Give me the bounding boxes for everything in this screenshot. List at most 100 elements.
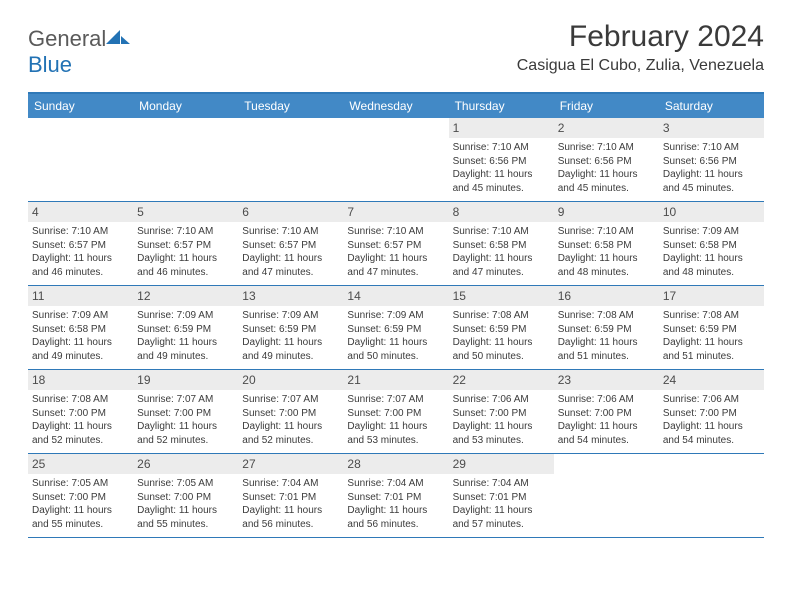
logo-swash-icon (106, 26, 130, 52)
day-details: Sunrise: 7:04 AMSunset: 7:01 PMDaylight:… (242, 477, 339, 531)
day-cell: 22Sunrise: 7:06 AMSunset: 7:00 PMDayligh… (449, 370, 554, 453)
sunrise-line: Sunrise: 7:09 AM (137, 309, 234, 323)
day-number: 20 (238, 370, 343, 390)
sunset-line: Sunset: 7:00 PM (558, 407, 655, 421)
week-row: 11Sunrise: 7:09 AMSunset: 6:58 PMDayligh… (28, 286, 764, 370)
day-number: 21 (343, 370, 448, 390)
sunset-line: Sunset: 6:59 PM (137, 323, 234, 337)
day-cell: 2Sunrise: 7:10 AMSunset: 6:56 PMDaylight… (554, 118, 659, 201)
day-cell: 12 Sunrise: 7:09 AMSunset: 6:59 PMDayligh… (133, 286, 238, 369)
week-row: 25Sunrise: 7:05 AMSunset: 7:00 PMDayligh… (28, 454, 764, 538)
weekday-header: Sunday (28, 94, 133, 118)
day-details: Sunrise: 7:04 AMSunset: 7:01 PMDaylight:… (453, 477, 550, 531)
daylight-line: Daylight: 11 hours and 53 minutes. (347, 420, 444, 447)
day-number: 15 (449, 286, 554, 306)
sunset-line: Sunset: 6:59 PM (242, 323, 339, 337)
week-row: 4Sunrise: 7:10 AMSunset: 6:57 PMDaylight… (28, 202, 764, 286)
daylight-line: Daylight: 11 hours and 47 minutes. (347, 252, 444, 279)
sunset-line: Sunset: 6:59 PM (347, 323, 444, 337)
weekday-header: Thursday (449, 94, 554, 118)
day-cell (238, 118, 343, 201)
daylight-line: Daylight: 11 hours and 52 minutes. (242, 420, 339, 447)
sunrise-line: Sunrise: 7:04 AM (453, 477, 550, 491)
location-label: Casigua El Cubo, Zulia, Venezuela (517, 57, 764, 75)
day-number: 4 (28, 202, 133, 222)
day-cell: 21Sunrise: 7:07 AMSunset: 7:00 PMDayligh… (343, 370, 448, 453)
day-cell: 20 Sunrise: 7:07 AMSunset: 7:00 PMDayligh… (238, 370, 343, 453)
sunrise-line: Sunrise: 7:09 AM (347, 309, 444, 323)
title-block: February 2024 Casigua El Cubo, Zulia, Ve… (517, 20, 764, 75)
day-cell (659, 454, 764, 537)
sunset-line: Sunset: 6:58 PM (558, 239, 655, 253)
day-cell: 24Sunrise: 7:06 AMSunset: 7:00 PMDayligh… (659, 370, 764, 453)
sunset-line: Sunset: 6:59 PM (558, 323, 655, 337)
daylight-line: Daylight: 11 hours and 46 minutes. (137, 252, 234, 279)
daylight-line: Daylight: 11 hours and 45 minutes. (663, 168, 760, 195)
sunrise-line: Sunrise: 7:10 AM (558, 225, 655, 239)
day-number: 14 (343, 286, 448, 306)
day-details: Sunrise: 7:08 AMSunset: 6:59 PMDaylight:… (663, 309, 760, 363)
day-number: 11 (28, 286, 133, 306)
day-cell: 25Sunrise: 7:05 AMSunset: 7:00 PMDayligh… (28, 454, 133, 537)
calendar-grid: Sunday Monday Tuesday Wednesday Thursday… (28, 92, 764, 538)
daylight-line: Daylight: 11 hours and 47 minutes. (453, 252, 550, 279)
sunrise-line: Sunrise: 7:07 AM (137, 393, 234, 407)
daylight-line: Daylight: 11 hours and 57 minutes. (453, 504, 550, 531)
day-cell: 14 Sunrise: 7:09 AMSunset: 6:59 PMDayligh… (343, 286, 448, 369)
weeks-container: 1 Sunrise: 7:10 AM Sunset: 6:56 PM Daylight… (28, 118, 764, 538)
day-number: 5 (133, 202, 238, 222)
weekday-header: Tuesday (238, 94, 343, 118)
daylight-line: Daylight: 11 hours and 47 minutes. (242, 252, 339, 279)
header: GeneralBlue February 2024 Casigua El Cub… (28, 20, 764, 78)
daylight-line: Daylight: 11 hours and 52 minutes. (32, 420, 129, 447)
calendar-page: GeneralBlue February 2024 Casigua El Cub… (0, 0, 792, 558)
daylight-line: Daylight: 11 hours and 50 minutes. (347, 336, 444, 363)
day-details: Sunrise: 7:10 AMSunset: 6:57 PMDaylight:… (137, 225, 234, 279)
brand-logo: GeneralBlue (28, 20, 130, 78)
day-cell: 23Sunrise: 7:06 AMSunset: 7:00 PMDayligh… (554, 370, 659, 453)
day-cell: 15 Sunrise: 7:08 AMSunset: 6:59 PMDayligh… (449, 286, 554, 369)
daylight-line: Daylight: 11 hours and 49 minutes. (137, 336, 234, 363)
sunrise-line: Sunrise: 7:10 AM (453, 225, 550, 239)
day-cell: 28Sunrise: 7:04 AMSunset: 7:01 PMDayligh… (343, 454, 448, 537)
sunrise-line: Sunrise: 7:07 AM (347, 393, 444, 407)
sunrise-line: Sunrise: 7:07 AM (242, 393, 339, 407)
sunrise-line: Sunrise: 7:06 AM (558, 393, 655, 407)
day-number: 22 (449, 370, 554, 390)
day-details: Sunrise: 7:05 AMSunset: 7:00 PMDaylight:… (137, 477, 234, 531)
day-details: Sunrise: 7:04 AMSunset: 7:01 PMDaylight:… (347, 477, 444, 531)
daylight-line: Daylight: 11 hours and 55 minutes. (32, 504, 129, 531)
day-cell (28, 118, 133, 201)
logo-text: GeneralBlue (28, 26, 130, 78)
day-cell: 17 Sunrise: 7:08 AMSunset: 6:59 PMDayligh… (659, 286, 764, 369)
day-details: Sunrise: 7:07 AMSunset: 7:00 PMDaylight:… (137, 393, 234, 447)
sunset-line: Sunset: 6:59 PM (453, 323, 550, 337)
sunrise-line: Sunrise: 7:05 AM (137, 477, 234, 491)
day-details: Sunrise: 7:06 AMSunset: 7:00 PMDaylight:… (558, 393, 655, 447)
day-number: 13 (238, 286, 343, 306)
sunrise-line: Sunrise: 7:10 AM (32, 225, 129, 239)
day-number: 12 (133, 286, 238, 306)
day-number: 10 (659, 202, 764, 222)
daylight-line: Daylight: 11 hours and 55 minutes. (137, 504, 234, 531)
sunrise-line: Sunrise: 7:06 AM (453, 393, 550, 407)
sunrise-line: Sunrise: 7:10 AM (242, 225, 339, 239)
day-details: Sunrise: 7:10 AMSunset: 6:57 PMDaylight:… (242, 225, 339, 279)
day-details: Sunrise: 7:08 AMSunset: 6:59 PMDaylight:… (453, 309, 550, 363)
sunset-line: Sunset: 7:00 PM (137, 491, 234, 505)
sunset-line: Sunset: 6:56 PM (453, 155, 550, 169)
day-number: 1 (449, 118, 554, 138)
sunrise-line: Sunrise: 7:04 AM (242, 477, 339, 491)
day-number: 29 (449, 454, 554, 474)
weekday-header: Wednesday (343, 94, 448, 118)
sunset-line: Sunset: 7:00 PM (663, 407, 760, 421)
sunrise-line: Sunrise: 7:04 AM (347, 477, 444, 491)
sunset-line: Sunset: 7:01 PM (242, 491, 339, 505)
day-number: 17 (659, 286, 764, 306)
day-cell: 6Sunrise: 7:10 AMSunset: 6:57 PMDaylight… (238, 202, 343, 285)
day-cell: 11Sunrise: 7:09 AMSunset: 6:58 PMDayligh… (28, 286, 133, 369)
day-cell: 29 Sunrise: 7:04 AMSunset: 7:01 PMDayligh… (449, 454, 554, 537)
day-details: Sunrise: 7:10 AMSunset: 6:58 PMDaylight:… (453, 225, 550, 279)
day-details: Sunrise: 7:07 AMSunset: 7:00 PMDaylight:… (242, 393, 339, 447)
week-row: 18Sunrise: 7:08 AMSunset: 7:00 PMDayligh… (28, 370, 764, 454)
